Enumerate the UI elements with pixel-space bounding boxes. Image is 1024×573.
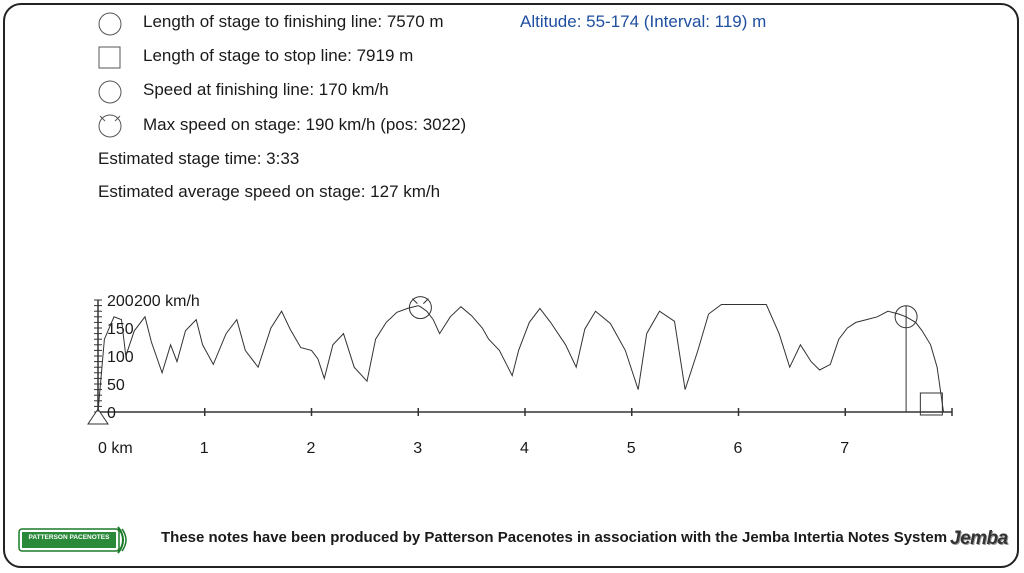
y-tick-label: 0 [107,405,116,422]
max-speed-marker-tick [412,298,418,304]
x-tick-label: 6 [734,440,743,457]
x-tick-label: 2 [307,440,316,457]
y-tick-label: 150 [107,321,134,338]
stop-length-text: Length of stage to stop line: 7919 m [143,46,414,65]
x-tick-label: 4 [520,440,529,457]
jemba-logo: Jemba [950,528,1008,549]
altitude-text: Altitude: 55-174 (Interval: 119) m [520,12,767,31]
circle-icon [98,12,122,36]
finish-length-text: Length of stage to finishing line: 7570 … [143,12,444,31]
y-tick-label: 50 [107,377,125,394]
circle-icon [98,80,122,104]
stop-marker-icon [919,392,943,416]
speed-chart: 0 50 100 150 200 200 km/h 0 km 1 2 3 4 5 6 7 [87,293,953,457]
speed-series-line [97,304,944,413]
page-frame [3,3,1019,568]
patterson-pacenotes-logo: PATTERSON PACENOTES [18,526,127,554]
finish-speed-text: Speed at finishing line: 170 km/h [143,80,389,99]
max-speed-marker-icon [408,296,432,320]
y-axis-label: 200 km/h [134,293,200,310]
logo-left-text: PATTERSON PACENOTES [29,534,111,541]
start-marker-icon [87,408,109,425]
circle-dashed-icon [98,114,122,138]
max-speed-text: Max speed on stage: 190 km/h (pos: 3022) [143,115,467,134]
x-tick-label: 3 [413,440,422,457]
x-tick-label: 7 [840,440,849,457]
y-tick-label: 100 [107,349,134,366]
x-tick-label: 0 km [98,440,133,457]
square-icon [98,46,121,69]
x-tick-label: 5 [627,440,636,457]
avg-speed-text: Estimated average speed on stage: 127 km… [98,182,441,201]
max-speed-marker-tick [423,298,429,304]
credit-text: These notes have been produced by Patter… [161,529,948,546]
y-tick-label: 200 [107,293,134,310]
stage-time-text: Estimated stage time: 3:33 [98,149,300,168]
x-tick-label: 1 [200,440,209,457]
